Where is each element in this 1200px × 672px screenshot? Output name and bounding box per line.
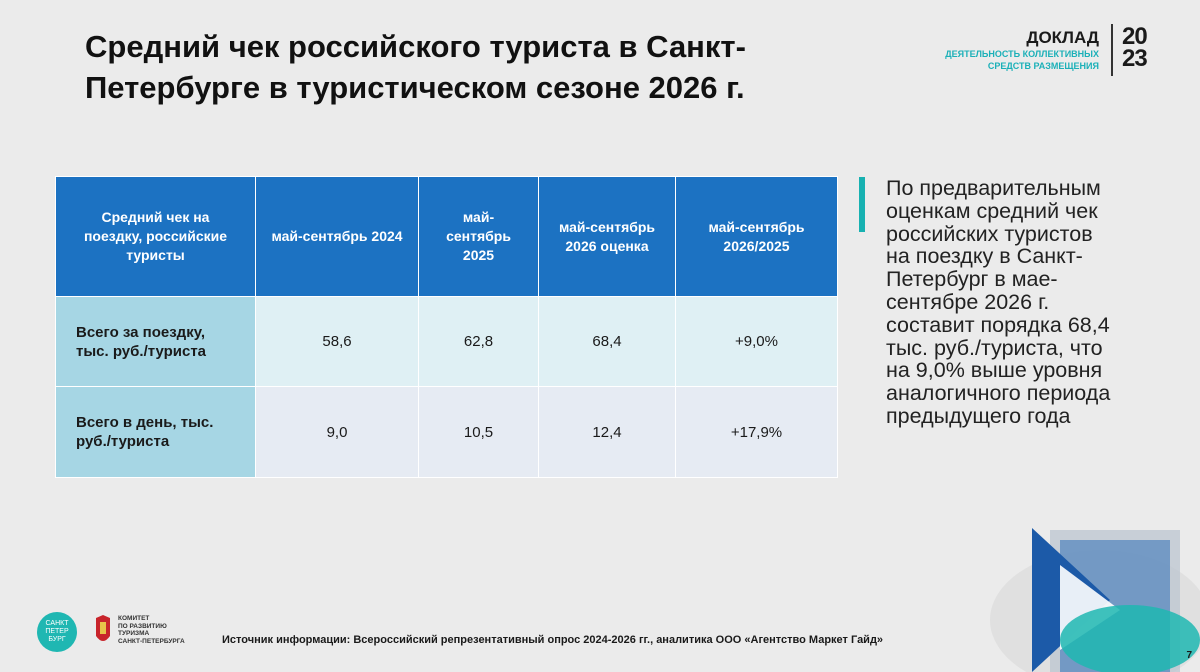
- page-number: 7: [1186, 650, 1192, 661]
- side-text-line: на 9,0% выше уровня: [886, 358, 1103, 383]
- logo-line: 23: [1122, 45, 1148, 72]
- side-text-line: аналогичного периода: [886, 381, 1111, 406]
- cell: +17,9%: [675, 386, 838, 478]
- committee-logo: КОМИТЕТ ПО РАЗВИТИЮ ТУРИЗМА САНКТ-ПЕТЕРБ…: [118, 615, 185, 645]
- cell: 10,5: [418, 386, 539, 478]
- source-note: Источник информации: Всероссийский репре…: [222, 634, 884, 646]
- report-subtitle: ДЕЯТЕЛЬНОСТЬ КОЛЛЕКТИВНЫХ: [945, 49, 1099, 59]
- cell: 12,4: [538, 386, 676, 478]
- header-cell: май-сентябрь 2026 оценка: [538, 176, 676, 297]
- cell: 9,0: [255, 386, 419, 478]
- header-row: Средний чек на поездку, российские турис…: [55, 176, 838, 297]
- report-subtitle: СРЕДСТВ РАЗМЕЩЕНИЯ: [987, 61, 1099, 71]
- cell: 62,8: [418, 296, 539, 387]
- logo-line: САНКТ: [45, 620, 69, 627]
- side-text-line: предыдущего года: [886, 403, 1071, 428]
- report-title: ДОКЛАД: [1026, 28, 1099, 47]
- row-label: Всего за поездку, тыс. руб./туриста: [55, 296, 256, 387]
- table-row: Всего за поездку, тыс. руб./туриста 58,6…: [55, 296, 838, 387]
- side-text-line: российских туристов: [886, 221, 1093, 246]
- committee-line: КОМИТЕТ: [118, 615, 150, 622]
- year-logo: 20 23: [1122, 23, 1148, 72]
- data-table: Средний чек на поездку, российские турис…: [55, 176, 838, 478]
- side-text: По предварительным оценкам средний чек рос…: [886, 177, 1110, 428]
- committee-line: САНКТ-ПЕТЕРБУРГА: [118, 637, 185, 645]
- cell: +9,0%: [675, 296, 838, 387]
- header-cell: май-сентябрь 2026/2025: [675, 176, 838, 297]
- logo-line: ПЕТЕР: [45, 628, 69, 635]
- side-text-line: оценкам средний чек: [886, 198, 1098, 223]
- row-label: Всего в день, тыс. руб./туриста: [55, 386, 256, 478]
- committee-line: ПО РАЗВИТИЮ: [118, 622, 167, 630]
- decoration: [990, 528, 1200, 672]
- divider: [1111, 24, 1113, 76]
- header-cell: Средний чек на поездку, российские турис…: [55, 176, 256, 297]
- table-row: Всего в день, тыс. руб./туриста 9,0 10,5…: [55, 386, 838, 478]
- side-text-line: сентябре 2026 г.: [886, 289, 1050, 314]
- side-text-line: Петербург в мае-: [886, 267, 1058, 292]
- report-label: ДОКЛАД ДЕЯТЕЛЬНОСТЬ КОЛЛЕКТИВНЫХ СРЕДСТВ…: [945, 28, 1099, 72]
- side-text-line: составит порядка 68,4: [886, 312, 1110, 337]
- logo-line: БУРГ: [48, 636, 66, 643]
- slide-title: Средний чек российского туриста в Санкт-…: [85, 26, 746, 108]
- title-line: Петербурге в туристическом сезоне 2026 г…: [85, 70, 745, 105]
- cell: 58,6: [255, 296, 419, 387]
- side-text-line: тыс. руб./туриста, что: [886, 335, 1103, 360]
- city-logo: САНКТ ПЕТЕР БУРГ: [37, 612, 77, 652]
- crest: [96, 615, 110, 641]
- cell: 68,4: [538, 296, 676, 387]
- title-line: Средний чек российского туриста в Санкт-: [85, 29, 746, 64]
- logo-line: 20: [1122, 23, 1148, 50]
- side-text-line: на поездку в Санкт-: [886, 244, 1083, 269]
- header-cell: май-сентябрь 2025: [418, 176, 539, 297]
- header-cell: май-сентябрь 2024: [255, 176, 419, 297]
- accent-bar: [859, 177, 865, 232]
- side-text-line: По предварительным: [886, 176, 1101, 200]
- committee-line: ТУРИЗМА: [118, 630, 150, 637]
